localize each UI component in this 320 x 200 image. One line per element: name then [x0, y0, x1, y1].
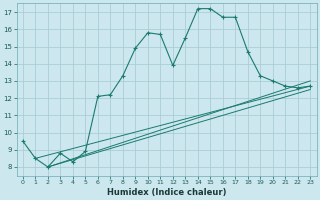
- X-axis label: Humidex (Indice chaleur): Humidex (Indice chaleur): [107, 188, 226, 197]
